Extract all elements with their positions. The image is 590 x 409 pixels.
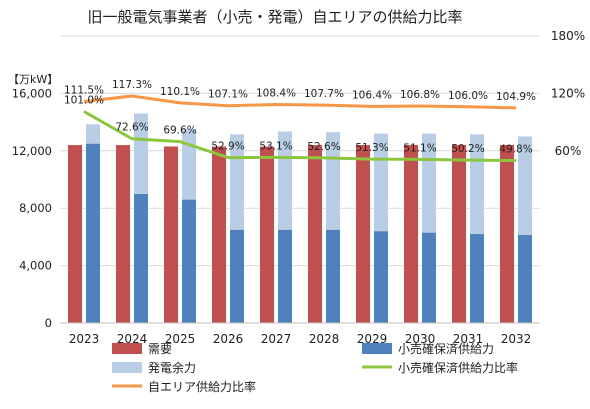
demand-bar (116, 145, 130, 323)
x-tick-label: 2031 (453, 332, 484, 346)
x-tick-label: 2025 (165, 332, 196, 346)
retail-secured-bar (230, 229, 244, 323)
area-supply-ratio-label: 108.4% (256, 87, 296, 99)
area-supply-ratio-label: 117.3% (112, 79, 152, 91)
retail-secured-bar (374, 231, 388, 323)
y-left-tick-label: 16,000 (12, 86, 52, 100)
demand-bar (212, 146, 226, 323)
area-supply-ratio-label: 104.9% (496, 91, 536, 103)
area-supply-ratio-line (83, 94, 517, 110)
legend-demand-label: 需要 (148, 342, 172, 356)
legend-retail-secured-swatch (362, 343, 392, 354)
legend-area-supply-ratio-label: 自エリア供給力比率 (148, 379, 256, 394)
x-tick-label: 2032 (501, 332, 532, 346)
retail-ratio-label: 51.3% (355, 142, 388, 154)
retail-secured-bar (182, 199, 196, 323)
x-tick-label: 2026 (213, 332, 244, 346)
retail-secured-bar (278, 229, 292, 323)
demand-bar (452, 145, 466, 323)
legend-retail-secured-label: 小売確保済供給力 (398, 341, 494, 356)
demand-bar (260, 146, 274, 323)
retail-secured-bar (518, 234, 532, 323)
y-left-tick-label: 8,000 (19, 201, 52, 215)
retail-ratio-label: 101.0% (64, 95, 104, 107)
retail-ratio-label: 72.6% (115, 122, 148, 134)
area-supply-ratio-label: 106.0% (448, 90, 488, 102)
chart-title: 旧一般電気事業者（小売・発電）自エリアの供給力比率 (87, 8, 462, 26)
demand-bar (404, 145, 418, 323)
area-supply-ratio-label: 106.8% (400, 89, 440, 101)
retail-ratio-label: 51.1% (403, 142, 436, 154)
retail-secured-bar (470, 234, 484, 323)
y-right-tick-label: 180% (551, 29, 585, 43)
retail-ratio-label: 52.6% (307, 141, 340, 153)
demand-bar (356, 145, 370, 323)
retail-secured-bar (134, 193, 148, 323)
demand-bar (308, 145, 322, 323)
generation-surplus-bar (134, 113, 148, 194)
legend-demand-swatch (112, 343, 142, 354)
y-left-tick-label: 4,000 (19, 259, 52, 273)
generation-surplus-bar (86, 124, 100, 144)
demand-bar (68, 145, 82, 323)
generation-surplus-bar (518, 136, 532, 235)
retail-ratio-label: 49.8% (499, 144, 532, 156)
demand-bar (164, 146, 178, 323)
legend-retail-ratio-label: 小売確保済供給力比率 (398, 360, 518, 375)
legend-generation-surplus-swatch (112, 362, 142, 373)
area-supply-ratio-label: 106.4% (352, 89, 392, 101)
retail-ratio-label: 52.9% (211, 141, 244, 153)
y-left-tick-label: 12,000 (12, 144, 52, 158)
unit-label: 【万kW】 (8, 73, 58, 86)
y-left-tick-label: 0 (45, 316, 52, 330)
x-tick-label: 2030 (405, 332, 436, 346)
demand-bar (500, 145, 514, 323)
generation-surplus-bar (182, 129, 196, 200)
retail-ratio-line (83, 110, 517, 163)
x-tick-label: 2023 (69, 332, 100, 346)
area-supply-ratio-label: 110.1% (160, 86, 200, 98)
legend-generation-surplus-label: 発電余力 (148, 360, 196, 375)
y-right-tick-label: 120% (551, 86, 585, 100)
retail-secured-bar (422, 232, 436, 323)
retail-secured-bar (86, 143, 100, 323)
x-tick-label: 2029 (357, 332, 388, 346)
retail-ratio-label: 50.2% (451, 143, 484, 155)
retail-secured-bar (326, 229, 340, 323)
retail-ratio-label: 53.1% (259, 140, 292, 152)
retail-ratio-label: 69.6% (163, 125, 196, 137)
x-tick-label: 2024 (117, 332, 148, 346)
x-tick-label: 2027 (261, 332, 292, 346)
area-supply-ratio-label: 107.7% (304, 88, 344, 100)
area-supply-ratio-label: 107.1% (208, 89, 248, 101)
area-supply-ratio-label: 111.5% (64, 85, 104, 97)
x-tick-label: 2028 (309, 332, 340, 346)
y-right-tick-label: 60% (555, 144, 582, 158)
